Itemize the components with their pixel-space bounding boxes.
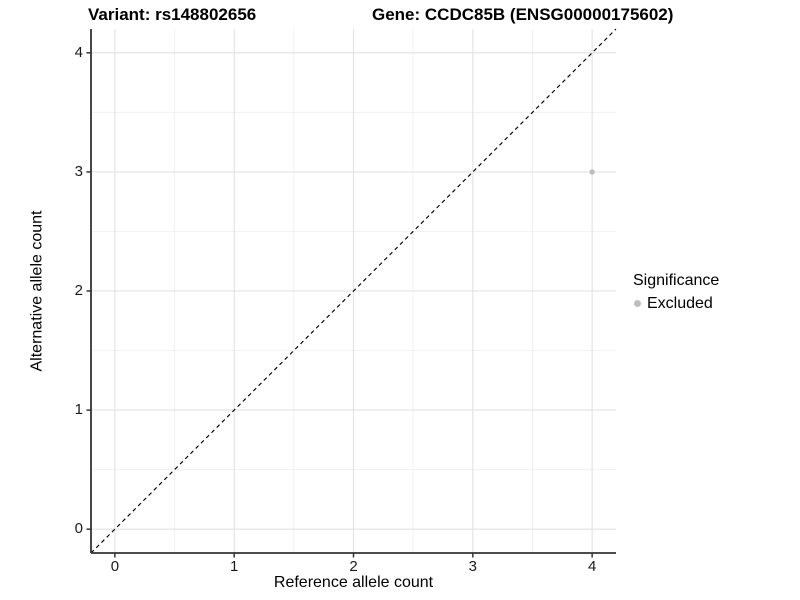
y-tick-label: 0 bbox=[74, 520, 83, 538]
y-axis-title: Alternative allele count bbox=[28, 210, 46, 372]
x-axis-title: Reference allele count bbox=[273, 574, 434, 591]
legend-key-dot-icon bbox=[634, 300, 641, 307]
gene-title: Gene: CCDC85B (ENSG00000175602) bbox=[372, 5, 674, 24]
x-tick-label: 0 bbox=[110, 558, 120, 575]
legend: Significance Excluded bbox=[631, 271, 719, 313]
legend-entry-label: Excluded bbox=[647, 295, 713, 312]
legend-entries: Excluded bbox=[631, 294, 719, 313]
legend-title: Significance bbox=[633, 272, 720, 289]
data-point bbox=[589, 169, 595, 175]
variant-title: Variant: rs148802656 bbox=[88, 5, 257, 24]
identity-line bbox=[90, 28, 617, 554]
y-tick-label: 4 bbox=[74, 43, 83, 61]
y-tick-label: 3 bbox=[74, 162, 83, 180]
x-tick-label: 2 bbox=[349, 558, 358, 575]
y-tick-label: 2 bbox=[74, 282, 83, 299]
x-tick-label: 3 bbox=[468, 558, 477, 575]
x-tick-label: 1 bbox=[230, 558, 239, 575]
x-tick-label: 4 bbox=[587, 558, 597, 575]
y-tick-label: 1 bbox=[74, 401, 83, 419]
legend-entry: Excluded bbox=[631, 294, 719, 313]
